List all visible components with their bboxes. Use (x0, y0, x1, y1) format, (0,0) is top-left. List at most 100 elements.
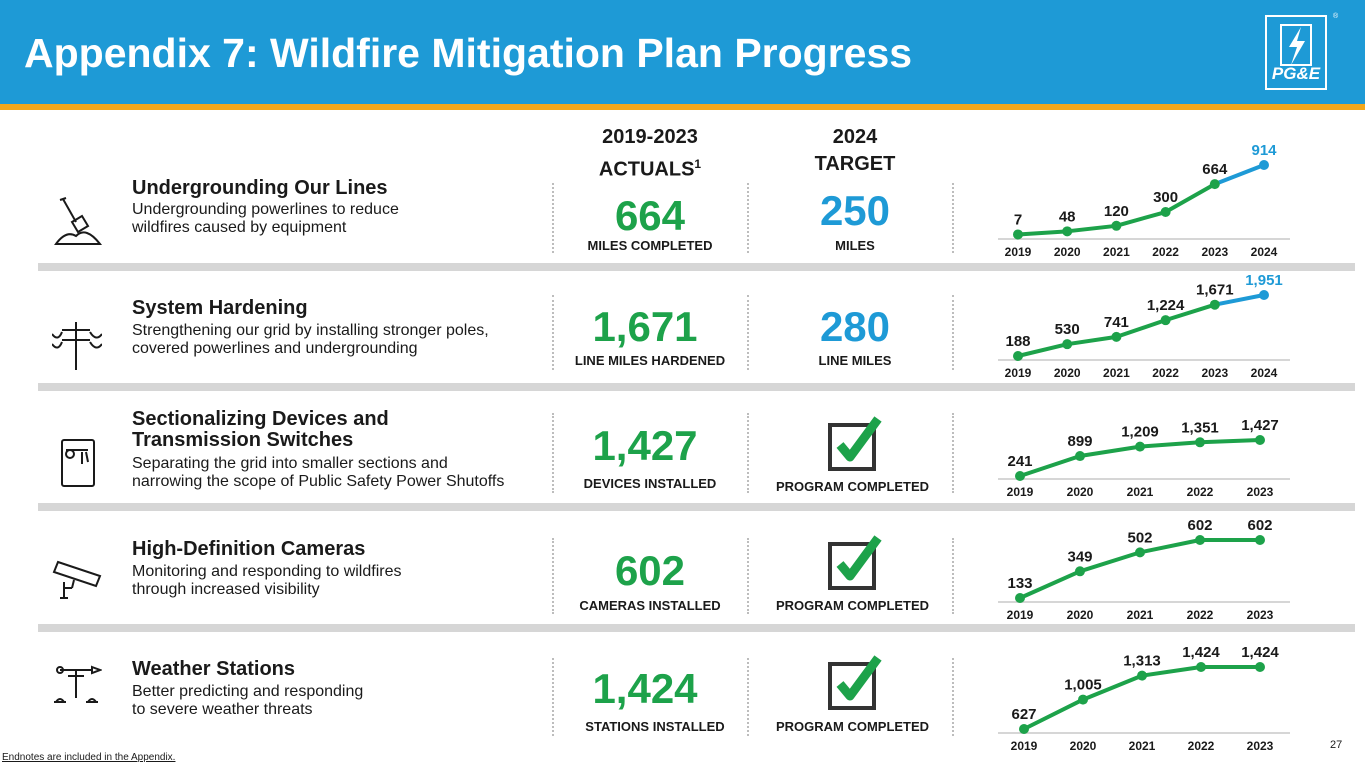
column-divider (552, 183, 554, 253)
data-point (1111, 220, 1122, 231)
data-point (1078, 694, 1088, 705)
row-title-sectionalizing-line1: Sectionalizing Devices and (132, 408, 389, 430)
target-label: LINE MILES (818, 353, 892, 368)
series-segment (1138, 538, 1202, 555)
series-segment (1016, 342, 1070, 358)
row-title-sectionalizing-line2: Transmission Switches (132, 429, 354, 451)
page-title: Appendix 7: Wildfire Mitigation Plan Pro… (24, 30, 913, 76)
data-label: 602 (1247, 517, 1272, 534)
series-segment (1114, 210, 1168, 228)
column-divider (952, 295, 954, 370)
actual-label: DEVICES INSTALLED (583, 476, 717, 491)
series-segment (1212, 163, 1266, 187)
data-label: 1,005 (1064, 677, 1102, 694)
x-tick-label: 2023 (1247, 739, 1274, 753)
series-segment (1114, 318, 1168, 339)
weather-station-icon (54, 665, 102, 703)
data-label: 300 (1153, 189, 1178, 206)
data-label: 1,209 (1121, 424, 1159, 441)
series-segment (1163, 182, 1217, 215)
x-tick-label: 2022 (1152, 366, 1179, 380)
data-point (1259, 160, 1269, 170)
x-tick-label: 2020 (1054, 245, 1081, 259)
x-tick-label: 2019 (1007, 608, 1034, 622)
series-segment (1138, 440, 1202, 449)
x-tick-label: 2021 (1127, 608, 1154, 622)
data-point (1196, 662, 1206, 672)
data-point (1195, 437, 1205, 448)
actual-value: 602 (614, 547, 686, 594)
data-label: 1,671 (1196, 282, 1234, 299)
data-point (1255, 662, 1265, 672)
x-tick-label: 2024 (1251, 245, 1278, 259)
lightning-icon (1280, 24, 1312, 66)
target-header-line1: 2024 (832, 126, 878, 148)
data-point (1015, 471, 1025, 481)
actual-label: LINE MILES HARDENED (574, 353, 726, 368)
series-segment (1163, 302, 1217, 323)
x-tick-label: 2022 (1187, 608, 1214, 622)
data-point (1195, 535, 1205, 545)
column-divider (747, 413, 749, 493)
x-tick-label: 2021 (1103, 245, 1130, 259)
data-point (1062, 339, 1073, 350)
data-label: 349 (1067, 548, 1092, 565)
target-column-header: 2024 TARGET (780, 124, 930, 178)
actuals-column-header: 2019-2023 ACTUALS1 (570, 124, 730, 184)
switch-icon (61, 439, 95, 487)
data-label: 530 (1055, 321, 1080, 338)
row-desc-line1: Better predicting and responding (132, 683, 364, 700)
data-point (1160, 207, 1171, 218)
column-divider (952, 183, 954, 253)
target-label: PROGRAM COMPLETED (775, 719, 930, 734)
actual-value: 1,671 (592, 303, 698, 350)
actual-label: STATIONS INSTALLED (585, 719, 725, 734)
series-segment (1065, 334, 1119, 347)
actual-value: 664 (614, 192, 686, 239)
column-divider (747, 658, 749, 736)
data-label: 1,951 (1245, 272, 1283, 289)
data-point (1075, 566, 1085, 577)
x-tick-label: 2019 (1011, 739, 1038, 753)
row-desc-line1: Strengthening our grid by installing str… (132, 322, 489, 339)
column-divider (952, 538, 954, 614)
pge-logo: PG&E (1265, 15, 1327, 90)
x-tick-label: 2021 (1103, 366, 1130, 380)
data-point (1013, 229, 1023, 240)
data-label: 602 (1187, 517, 1212, 534)
data-point (1255, 535, 1265, 545)
cameras-line-chart: 133 2019 349 2020 502 2021 602 2022 602 2023 (998, 517, 1290, 622)
series-segment (1065, 223, 1119, 234)
x-tick-label: 2022 (1152, 245, 1179, 259)
data-point (1135, 547, 1145, 558)
column-divider (552, 413, 554, 493)
series-segment (1081, 673, 1144, 702)
data-label: 1,224 (1147, 297, 1185, 314)
data-label: 1,424 (1182, 644, 1220, 661)
data-point (1209, 179, 1220, 190)
series-segment (1018, 569, 1082, 600)
target-label: MILES (835, 238, 875, 253)
x-tick-label: 2022 (1187, 485, 1214, 499)
data-point (1111, 331, 1122, 342)
header-bar (0, 0, 1365, 104)
actuals-header-line2: ACTUALS (598, 158, 695, 181)
x-tick-label: 2023 (1201, 366, 1228, 380)
x-tick-label: 2019 (1007, 485, 1034, 499)
data-point (1019, 724, 1029, 734)
x-tick-label: 2021 (1129, 739, 1156, 753)
data-point (1013, 351, 1023, 361)
series-segment (1016, 229, 1070, 237)
row-desc-line2: covered powerlines and undergrounding (132, 340, 418, 357)
actuals-header-line1: 2019-2023 (602, 126, 698, 148)
series-segment (1022, 697, 1085, 731)
checkbox-checked-icon (828, 416, 882, 471)
data-label: 7 (1014, 211, 1022, 228)
x-tick-label: 2019 (1005, 366, 1032, 380)
shovel-icon (54, 197, 102, 245)
column-divider (552, 538, 554, 614)
actual-value: 1,424 (592, 665, 698, 712)
data-point (1259, 290, 1269, 300)
row-separator (38, 263, 1355, 271)
row-desc-line1: Monitoring and responding to wildfires (132, 563, 402, 580)
